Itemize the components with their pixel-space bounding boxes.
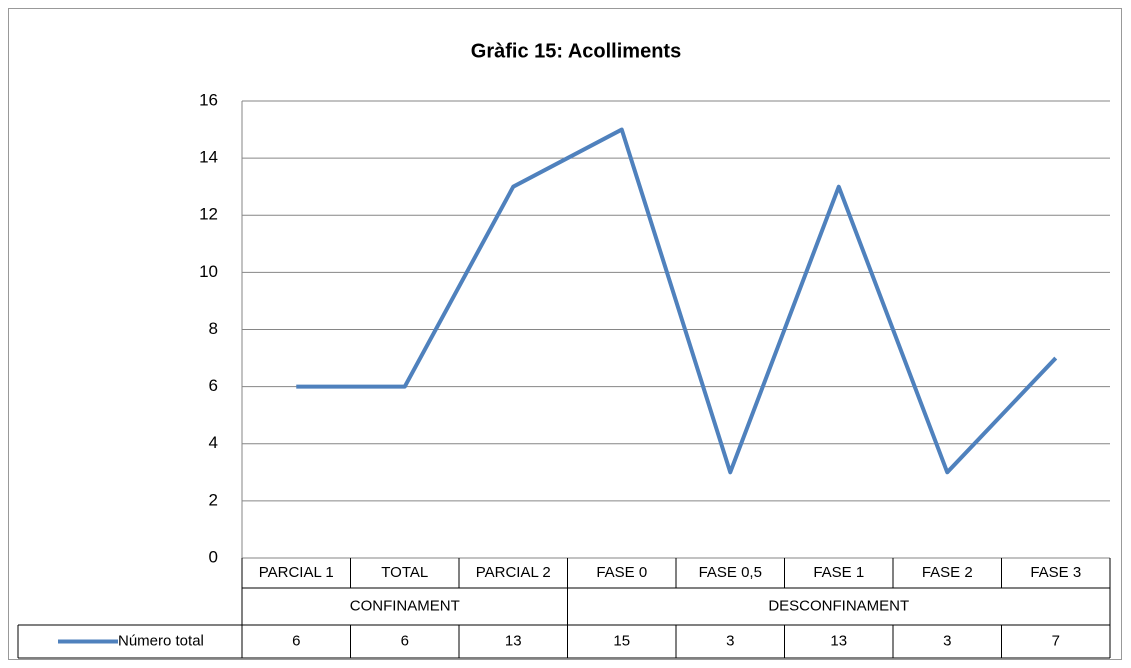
x-tick-label: FASE 0,5 [699,564,762,581]
y-tick-label: 0 [209,547,218,566]
chart-title: Gràfic 15: Acolliments [471,40,681,62]
table-value: 7 [1052,632,1060,649]
y-tick-label: 6 [209,376,218,395]
group-label: CONFINAMENT [350,597,460,614]
x-tick-label: PARCIAL 1 [259,564,334,581]
series-line [296,127,1058,475]
group-label: DESCONFINAMENT [768,597,909,614]
x-tick-label: PARCIAL 2 [476,564,551,581]
table-value: 13 [830,632,847,649]
table-value: 6 [401,632,409,649]
table-value: 13 [505,632,522,649]
x-tick-label: FASE 1 [813,564,864,581]
y-tick-label: 16 [199,90,218,109]
y-tick-label: 8 [209,319,218,338]
y-tick-label: 10 [199,262,218,281]
y-tick-label: 14 [199,148,218,167]
legend-label: Número total [118,632,204,649]
y-tick-label: 12 [199,205,218,224]
x-tick-label: TOTAL [381,564,428,581]
chart-frame [8,8,1122,660]
y-tick-label: 2 [209,490,218,509]
x-tick-label: FASE 3 [1030,564,1081,581]
table-value: 6 [292,632,300,649]
table-value: 3 [943,632,951,649]
x-tick-label: FASE 2 [922,564,973,581]
table-value: 3 [726,632,734,649]
y-tick-label: 4 [209,433,218,452]
table-value: 15 [613,632,630,649]
x-tick-label: FASE 0 [596,564,647,581]
